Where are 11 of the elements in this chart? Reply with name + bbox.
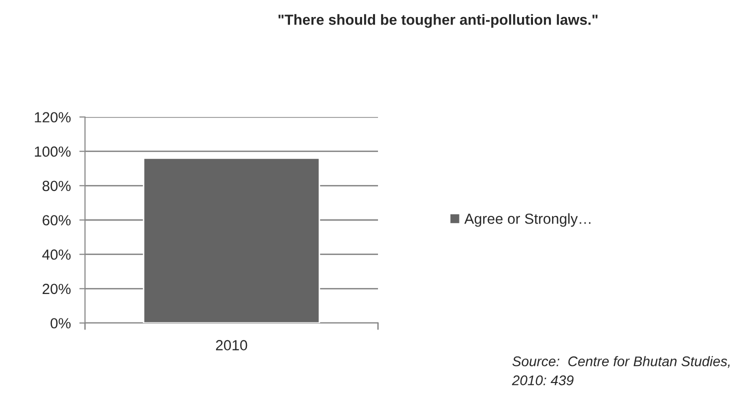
y-tick-label: 40% <box>42 249 71 260</box>
text: "There should be tougher anti-pollution laws." <box>278 14 598 28</box>
y-tick-label: 80% <box>42 180 71 192</box>
y-tick-label: 20% <box>42 284 71 294</box>
source-note: Source: Centre for Bhutan Studies, 2010: 439 <box>512 356 730 386</box>
y-tick-label: 60% <box>42 215 71 226</box>
x-tick-label: 2010 <box>216 340 248 350</box>
y-tick-label: 100% <box>34 146 71 157</box>
y-tick-label: 120% <box>34 112 71 122</box>
y-tick-label: 0% <box>50 318 71 328</box>
legend-label: Agree or Strongly… <box>464 213 590 227</box>
